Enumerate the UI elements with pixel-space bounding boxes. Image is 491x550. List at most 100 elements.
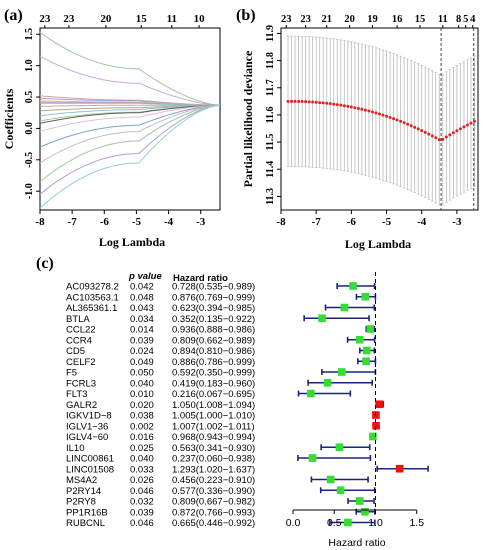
hazard-ratio-marker [366, 325, 375, 333]
deviance-point [349, 105, 353, 109]
hazard-ratio-value: 0.352(0.135−0.922) [172, 314, 255, 325]
p-value: 0.020 [130, 400, 154, 411]
deviance-point [314, 100, 318, 104]
hazard-ratio-value: 0.936(0.888−0.986) [172, 325, 255, 336]
x-tick-label: -5 [132, 216, 142, 228]
p-value: 0.039 [130, 507, 154, 518]
deviance-point [388, 115, 392, 119]
deviance-point [406, 122, 410, 126]
deviance-point [409, 124, 413, 128]
hazard-ratio-marker [362, 346, 371, 355]
y-tick-label: 0.0 [24, 122, 35, 135]
panel-c-xlabel: Hazard ratio [328, 537, 385, 549]
deviance-point [339, 103, 343, 107]
gene-name: F5 [66, 368, 77, 379]
p-value: 0.034 [130, 314, 154, 325]
panel-c-x-axis: 0.0 0.5 1.0 1.5 [286, 509, 424, 529]
deviance-point [318, 101, 322, 105]
y-tick-label: 1.5 [24, 28, 35, 41]
deviance-point [430, 134, 434, 138]
column-header-hazard-ratio: Hazard ratio [173, 273, 228, 284]
hazard-ratio-marker [349, 282, 357, 290]
hazard-ratio-value: 0.728(0.535−0.989) [172, 282, 255, 293]
x-tick-label: 0.5 [327, 517, 342, 529]
gene-name: P2RY8 [66, 497, 96, 508]
x-tick-label: -3 [196, 216, 206, 228]
deviance-point [427, 132, 431, 136]
deviance-point [367, 109, 371, 113]
panel-b-y-ticks: 11.3 11.4 11.5 11.6 11.7 11.8 11.9 [265, 25, 281, 205]
deviance-point [363, 108, 367, 112]
top-tick-label: 5 [463, 14, 468, 25]
deviance-point [395, 118, 399, 122]
deviance-point [416, 127, 420, 131]
coefficient-path [39, 104, 221, 195]
y-tick-label: 11.8 [265, 52, 276, 69]
hazard-ratio-value: 0.592(0.350−0.999) [172, 368, 255, 379]
deviance-point [423, 130, 427, 134]
y-tick-label: 11.6 [265, 106, 276, 123]
gene-name: CCL22 [66, 325, 96, 336]
p-value: 0.016 [130, 432, 154, 443]
hazard-ratio-value: 0.894(0.810−0.986) [172, 346, 255, 357]
top-tick-label: 23 [300, 14, 311, 25]
x-tick-label: -6 [347, 216, 357, 228]
deviance-point [381, 113, 385, 117]
hazard-ratio-value: 1.005(1.000−1.010) [172, 411, 255, 422]
panel-b-x-ticks: -8 -7 -6 -5 -4 -3 [276, 210, 462, 228]
deviance-point [469, 121, 473, 125]
deviance-point [455, 129, 459, 133]
gene-name: IGKV1D−8 [66, 411, 112, 422]
gene-name: MS4A2 [66, 475, 97, 486]
gene-name: BTLA [66, 314, 90, 325]
deviance-point [342, 104, 346, 108]
hazard-ratio-marker [375, 400, 384, 409]
hazard-ratio-value: 0.872(0.766−0.993) [172, 507, 255, 518]
deviance-point [434, 136, 438, 140]
y-tick-label: -1.0 [24, 183, 35, 199]
x-tick-label: -8 [35, 216, 45, 228]
hazard-ratio-marker [372, 421, 380, 430]
p-value: 0.042 [130, 282, 154, 293]
deviance-point [451, 131, 455, 135]
top-tick-label: 20 [344, 14, 355, 25]
coefficient-path [39, 104, 221, 183]
deviance-point [353, 106, 357, 110]
panel-c-table: AC093278.2 0.042 0.728(0.535−0.989) AC10356… [66, 282, 255, 530]
hazard-ratio-marker [318, 314, 326, 323]
deviance-point [293, 99, 297, 103]
hazard-ratio-value: 0.886(0.786−0.999) [172, 357, 255, 368]
p-value: 0.039 [130, 335, 154, 346]
panel-a-ylabel: Coefficients [2, 88, 16, 149]
x-tick-label: -4 [164, 216, 174, 228]
p-value: 0.002 [130, 421, 154, 432]
deviance-point [304, 100, 308, 104]
top-tick-label: 20 [100, 13, 112, 25]
p-value: 0.040 [130, 378, 154, 389]
gene-name: AC093278.2 [66, 282, 119, 293]
top-tick-label: 11 [438, 14, 448, 25]
x-tick-label: -7 [68, 216, 78, 228]
hazard-ratio-value: 0.456(0.223−0.910) [172, 475, 255, 486]
deviance-point [385, 114, 389, 118]
x-tick-label: 1.5 [409, 517, 424, 529]
p-value: 0.014 [130, 325, 154, 336]
deviance-point [444, 135, 448, 139]
gene-name: P2RY14 [66, 486, 101, 497]
deviance-point [321, 101, 325, 105]
hazard-ratio-value: 0.968(0.943−0.994) [172, 432, 255, 443]
top-tick-label: 16 [392, 14, 403, 25]
p-value: 0.040 [130, 454, 154, 465]
gene-name: CCR4 [66, 335, 92, 346]
y-tick-label: 11.7 [265, 79, 276, 96]
hazard-ratio-marker [395, 464, 404, 473]
x-tick-label: -5 [382, 216, 392, 228]
top-tick-label: 4 [470, 14, 476, 25]
deviance-point [374, 111, 378, 115]
hazard-ratio-marker [307, 389, 315, 398]
top-tick-label: 23 [63, 13, 75, 25]
gene-name: FLT3 [66, 389, 87, 400]
hazard-ratio-value: 0.876(0.769−0.999) [172, 292, 255, 303]
panel-b-lambda-lines [440, 28, 475, 210]
gene-name: FCRL3 [66, 378, 96, 389]
